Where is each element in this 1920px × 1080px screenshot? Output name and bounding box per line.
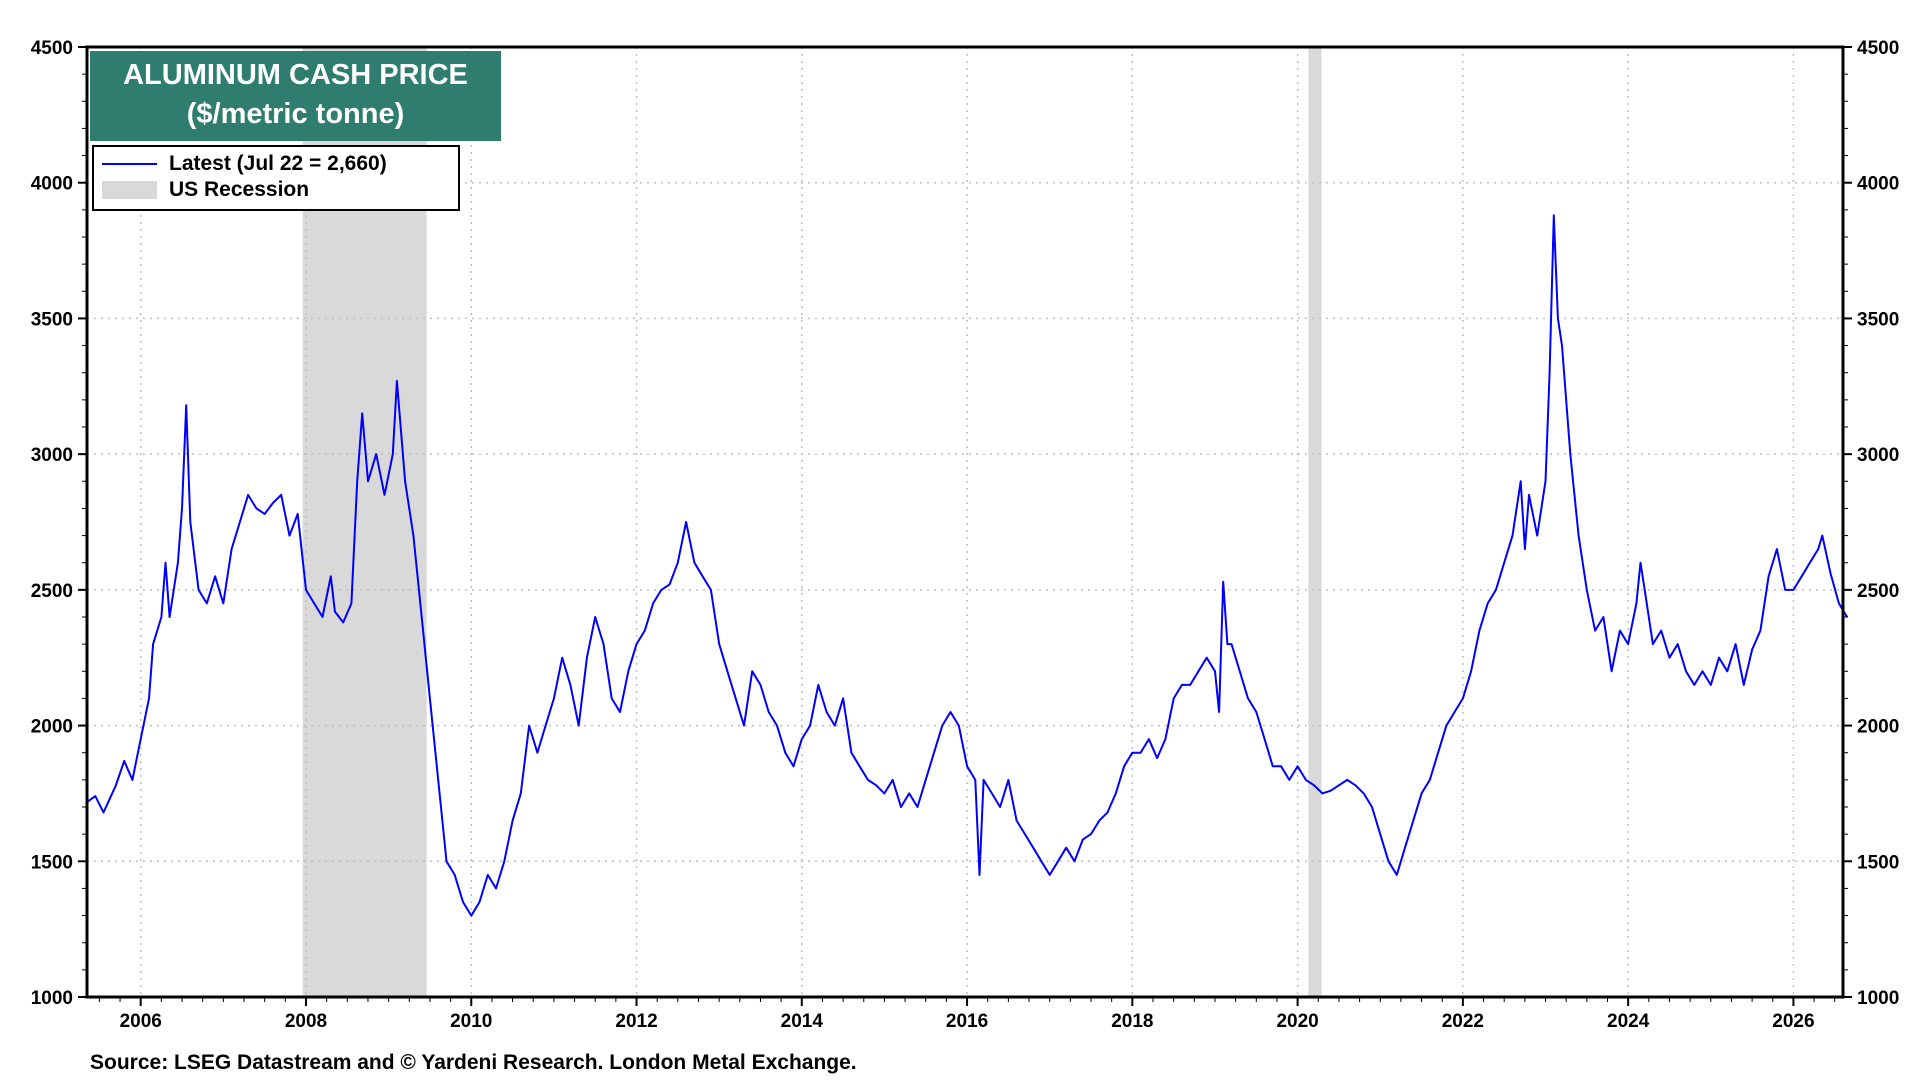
y-tick-label-left: 1000 (31, 988, 73, 1009)
x-tick-label: 2020 (1276, 1011, 1318, 1032)
x-tick-label: 2016 (946, 1011, 988, 1032)
y-tick-label-right: 2000 (1857, 717, 1899, 738)
chart-title-box: ALUMINUM CASH PRICE ($/metric tonne) (90, 51, 501, 141)
x-tick-label: 2014 (781, 1011, 824, 1032)
x-tick-label: 2022 (1442, 1011, 1484, 1032)
series-line (87, 214, 1848, 917)
chart-title: ALUMINUM CASH PRICE (123, 59, 468, 91)
x-tick-label: 2024 (1607, 1011, 1650, 1032)
legend-label-recession: US Recession (169, 178, 310, 201)
legend-band-swatch (102, 181, 157, 199)
plot-frame (85, 45, 1845, 999)
legend-line-swatch (102, 163, 157, 165)
y-tick-label-left: 1500 (31, 852, 73, 873)
y-tick-label-left: 3000 (31, 445, 73, 466)
y-tick-label-right: 3000 (1857, 445, 1899, 466)
source-note: Source: LSEG Datastream and © Yardeni Re… (90, 1051, 857, 1074)
x-tick-label: 2012 (615, 1011, 657, 1032)
y-tick-label-left: 4500 (31, 38, 73, 59)
y-tick-label-right: 4000 (1857, 174, 1899, 195)
y-tick-label-left: 4000 (31, 174, 73, 195)
x-tick-label: 2010 (450, 1011, 492, 1032)
y-tick-label-right: 1000 (1857, 988, 1899, 1009)
y-tick-label-right: 3500 (1857, 309, 1899, 330)
legend-label-latest: Latest (Jul 22 = 2,660) (169, 152, 387, 175)
legend: Latest (Jul 22 = 2,660) US Recession (92, 145, 460, 211)
x-tick-label: 2026 (1772, 1011, 1814, 1032)
y-tick-label-right: 4500 (1857, 38, 1899, 59)
x-tick-label: 2006 (120, 1011, 162, 1032)
legend-item-recession: US Recession (102, 177, 309, 203)
x-tick-label: 2008 (285, 1011, 327, 1032)
y-tick-label-right: 1500 (1857, 852, 1899, 873)
y-tick-label-left: 3500 (31, 309, 73, 330)
chart-subtitle: ($/metric tonne) (186, 98, 405, 130)
y-tick-label-left: 2000 (31, 717, 73, 738)
x-tick-label: 2018 (1111, 1011, 1153, 1032)
y-tick-label-right: 2500 (1857, 581, 1899, 602)
y-tick-label-left: 2500 (31, 581, 73, 602)
legend-item-latest: Latest (Jul 22 = 2,660) (102, 151, 387, 177)
recession-band (1308, 47, 1322, 997)
